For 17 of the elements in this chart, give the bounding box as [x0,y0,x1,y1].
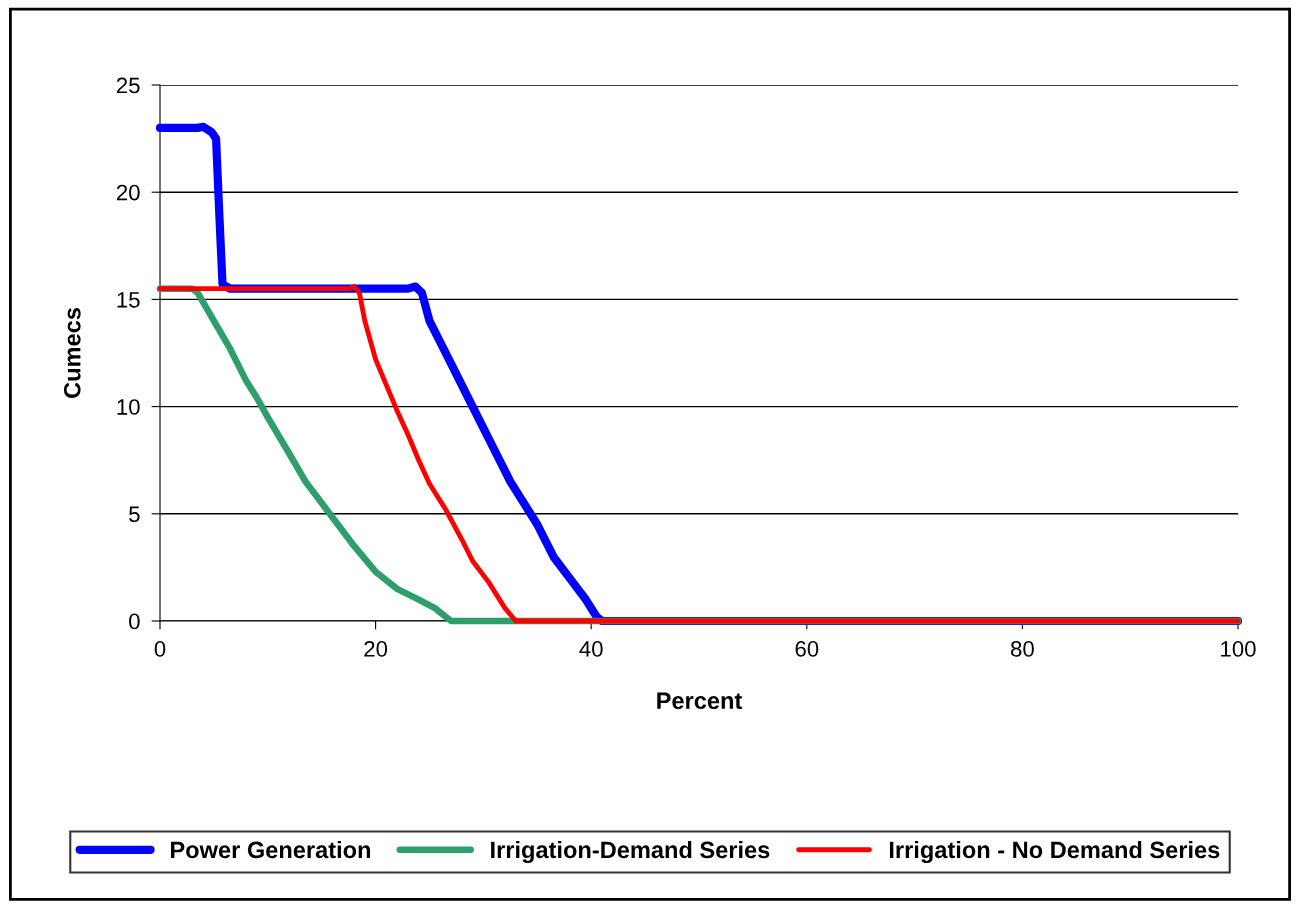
x-tick-label: 0 [154,641,166,657]
legend-label: Power Generation [171,840,371,859]
legend-label: Irrigation-Demand Series [491,840,770,864]
y-tick-label: 10 [117,399,140,415]
legend-label: Irrigation - No Demand Series [889,840,1220,864]
y-tick-label: 15 [117,292,140,308]
x-tick-label: 60 [795,641,819,657]
x-tick-label: 40 [579,641,603,657]
y-tick-label: 20 [116,184,140,201]
y-tick-label: 5 [129,506,140,523]
y-axis-title: Cumecs [63,308,81,398]
x-axis-title: Percent [657,692,743,710]
x-tick-label: 80 [1011,641,1034,657]
y-tick-label: 25 [116,77,140,94]
x-tick-label: 20 [364,641,388,657]
x-tick-label: 100 [1221,641,1256,657]
y-tick-label: 0 [129,613,140,630]
